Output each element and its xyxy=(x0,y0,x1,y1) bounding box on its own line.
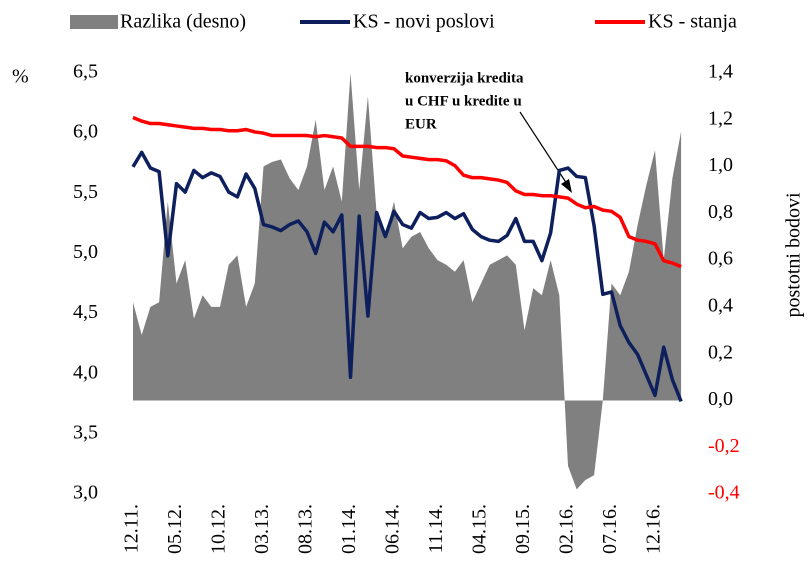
y2-tick-label: 0,4 xyxy=(708,294,733,316)
y2-tick-label: 0,8 xyxy=(708,201,733,223)
y2-tick-label: 0,6 xyxy=(708,248,733,270)
y2-tick-label: 1,0 xyxy=(708,154,733,176)
x-tick-label: 07.16. xyxy=(599,504,621,554)
x-tick-label: 09.15. xyxy=(512,504,534,554)
annotation: konverzija kredita xyxy=(405,70,524,86)
area xyxy=(133,73,682,490)
y2-tick-label: 0,2 xyxy=(708,341,733,363)
y2-axis-label: postotni bodovi xyxy=(783,192,805,317)
x-tick-label: 05.12. xyxy=(164,504,186,554)
annotation: u CHF u kredite u xyxy=(405,93,522,109)
x-tick-label: 11.14. xyxy=(425,504,447,553)
x-tick-label: 01.14. xyxy=(338,504,360,554)
y2-tick-label: 0,0 xyxy=(708,388,733,410)
x-tick-label: 06.14. xyxy=(382,504,404,554)
legend-label: Razlika (desno) xyxy=(120,11,246,33)
y2-tick-label: 1,4 xyxy=(708,61,733,83)
legend-label: KS - novi poslovi xyxy=(353,11,495,33)
line xyxy=(131,150,683,403)
x-tick-label: 04.15. xyxy=(469,504,491,554)
y-tick-label: 6,5 xyxy=(73,61,98,83)
x-tick-label: 12.16. xyxy=(643,504,665,554)
y-tick-label: 3,5 xyxy=(73,421,98,443)
line xyxy=(132,115,682,269)
y2-tick-label: -0,4 xyxy=(708,482,740,504)
y2-tick-label: 1,2 xyxy=(708,107,733,129)
annotation: EUR xyxy=(405,116,437,132)
y-tick-label: 3,0 xyxy=(73,482,98,504)
x-tick-label: 02.16. xyxy=(556,504,578,554)
y-axis-label: % xyxy=(12,66,29,88)
x-tick-label: 10.12. xyxy=(208,504,230,554)
y-tick-label: 5,0 xyxy=(73,241,98,263)
x-tick-label: 03.13. xyxy=(251,504,273,554)
legend-label: KS - stanja xyxy=(648,11,737,33)
y-tick-label: 5,5 xyxy=(73,181,98,203)
y-tick-label: 4,0 xyxy=(73,361,98,383)
legend-swatch xyxy=(70,15,118,29)
y2-tick-label: -0,2 xyxy=(708,435,740,457)
x-tick-label: 12.11. xyxy=(121,504,143,553)
x-tick-label: 08.13. xyxy=(295,504,317,554)
annotation-arrowhead xyxy=(561,179,572,193)
y-tick-label: 4,5 xyxy=(73,301,98,323)
y-tick-label: 6,0 xyxy=(73,121,98,143)
